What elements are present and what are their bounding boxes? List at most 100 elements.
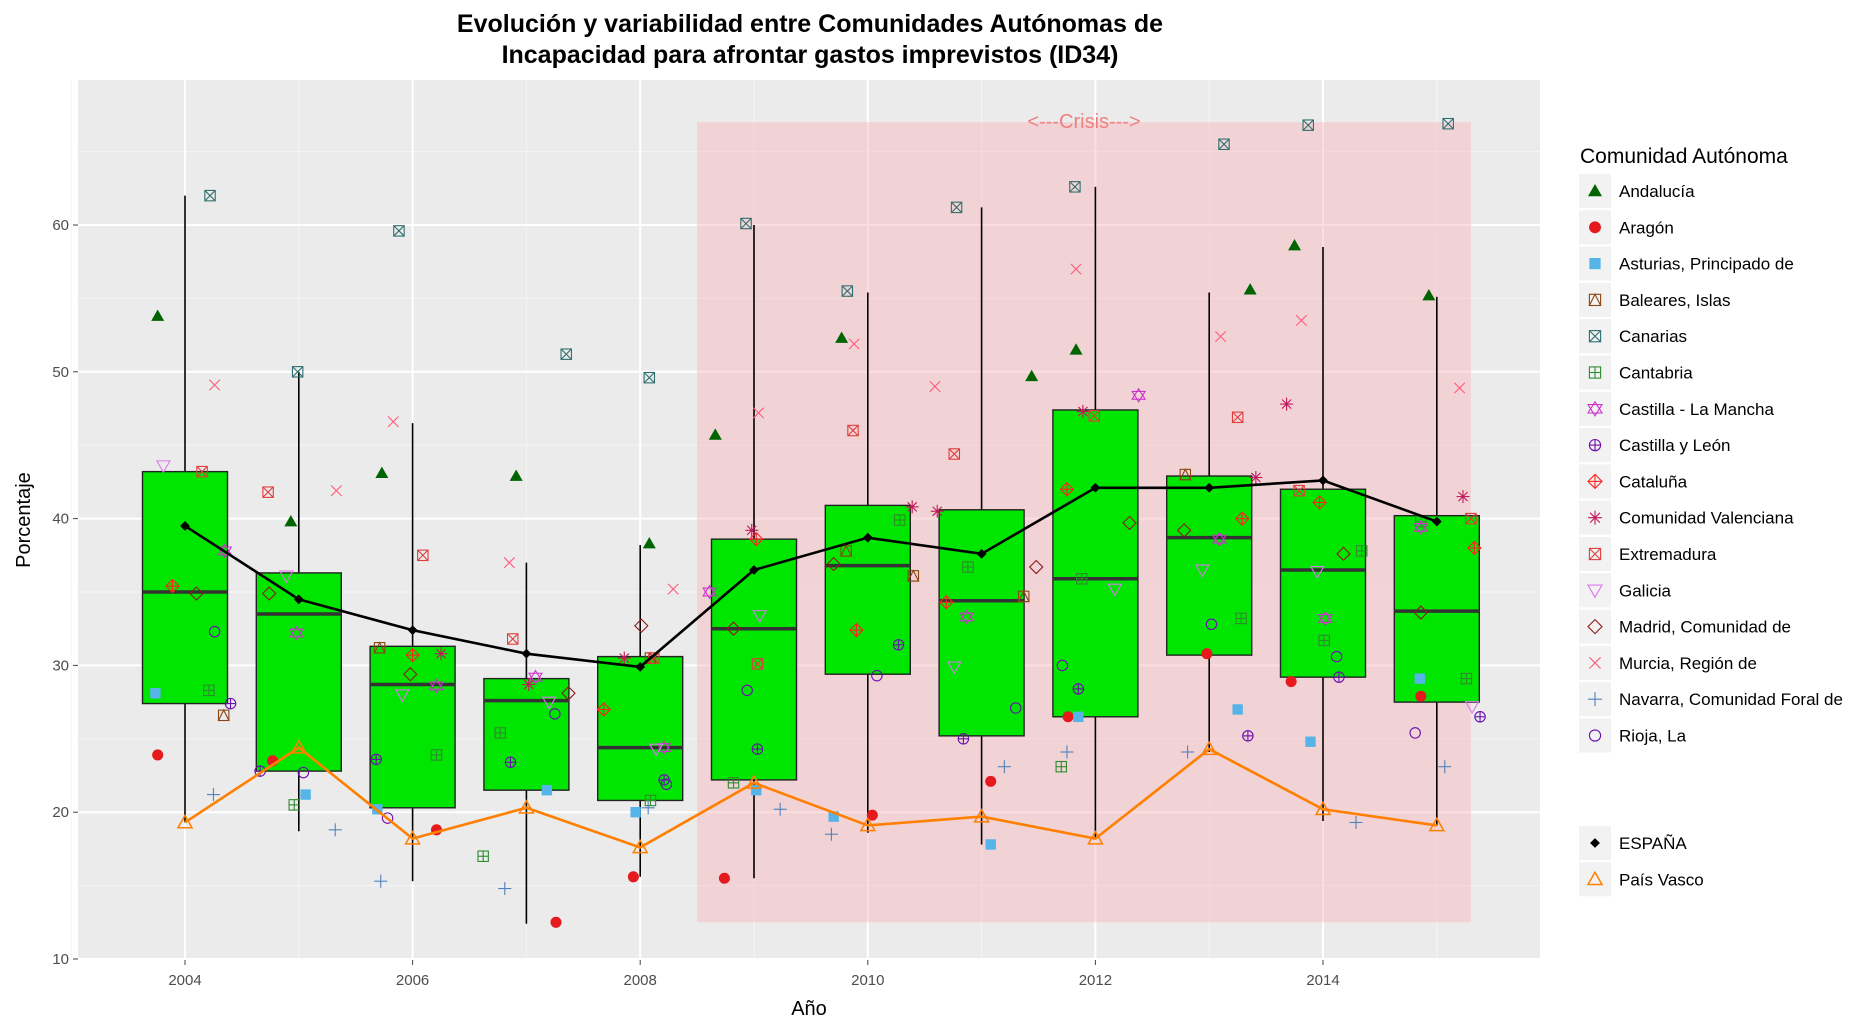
data-point[interactable] — [504, 756, 517, 769]
data-point[interactable] — [494, 727, 506, 739]
data-point[interactable] — [1413, 519, 1429, 535]
data-point[interactable] — [374, 874, 388, 888]
box-2009[interactable] — [710, 538, 798, 781]
data-point[interactable] — [477, 850, 489, 862]
data-point[interactable] — [206, 788, 220, 802]
data-point[interactable] — [288, 799, 300, 811]
legend-item[interactable]: Canarias — [1579, 319, 1687, 354]
data-point[interactable] — [741, 684, 753, 697]
box-2004[interactable] — [141, 470, 229, 705]
data-point[interactable] — [1293, 484, 1305, 497]
box-2006[interactable] — [369, 645, 456, 809]
data-point[interactable] — [328, 823, 342, 837]
data-point[interactable] — [751, 784, 762, 796]
data-point[interactable] — [648, 743, 664, 757]
data-point[interactable] — [848, 338, 860, 350]
data-point[interactable] — [847, 424, 859, 437]
data-point[interactable] — [1073, 711, 1084, 722]
data-point[interactable] — [434, 647, 448, 661]
data-point[interactable] — [1460, 672, 1473, 685]
data-point[interactable] — [997, 760, 1011, 774]
data-point[interactable] — [165, 578, 180, 594]
data-point[interactable] — [892, 639, 905, 651]
data-point[interactable] — [1017, 589, 1030, 603]
data-point[interactable] — [1312, 495, 1327, 510]
data-point[interactable] — [1280, 397, 1294, 411]
data-point[interactable] — [204, 189, 216, 202]
data-point[interactable] — [1333, 671, 1345, 683]
data-point[interactable] — [1309, 566, 1325, 580]
data-point[interactable] — [370, 753, 382, 766]
data-point[interactable] — [634, 618, 649, 634]
data-point[interactable] — [430, 749, 443, 761]
data-point[interactable] — [930, 504, 944, 518]
data-point[interactable] — [871, 669, 883, 682]
data-point[interactable] — [405, 647, 420, 663]
data-point[interactable] — [1456, 490, 1470, 504]
data-point[interactable] — [617, 651, 631, 665]
data-point[interactable] — [840, 544, 853, 557]
data-point[interactable] — [561, 686, 576, 701]
data-point[interactable] — [627, 871, 639, 883]
data-point[interactable] — [727, 777, 740, 789]
data-point[interactable] — [1131, 387, 1147, 403]
data-point[interactable] — [509, 469, 523, 481]
data-point[interactable] — [948, 448, 961, 460]
data-point[interactable] — [1349, 815, 1363, 829]
data-point[interactable] — [152, 749, 164, 761]
data-point[interactable] — [1232, 704, 1243, 715]
data-point[interactable] — [866, 809, 878, 821]
data-point[interactable] — [939, 594, 954, 610]
series-line[interactable] — [184, 479, 1438, 669]
data-point[interactable] — [1062, 711, 1074, 723]
data-point[interactable] — [1176, 523, 1192, 538]
data-point[interactable] — [208, 625, 221, 638]
data-point[interactable] — [1330, 650, 1343, 663]
data-point[interactable] — [1336, 546, 1351, 562]
legend-item[interactable]: Andalucía — [1579, 174, 1695, 208]
legend-item[interactable]: Comunidad Valenciana — [1579, 500, 1794, 535]
data-point[interactable] — [726, 621, 741, 636]
data-point[interactable] — [291, 366, 304, 378]
data-point[interactable] — [330, 485, 342, 497]
data-point[interactable] — [1285, 676, 1297, 688]
data-point[interactable] — [773, 802, 787, 816]
data-point[interactable] — [660, 778, 673, 791]
legend-item[interactable]: Baleares, Islas — [1579, 282, 1731, 317]
data-point[interactable] — [506, 633, 519, 645]
data-point[interactable] — [950, 201, 963, 214]
data-point[interactable] — [393, 225, 405, 237]
data-point[interactable] — [1305, 736, 1316, 747]
data-point[interactable] — [394, 689, 410, 703]
data-point[interactable] — [1242, 730, 1254, 742]
legend-item[interactable]: Castilla - La Mancha — [1579, 391, 1775, 426]
box-2014[interactable] — [1279, 488, 1367, 678]
data-point[interactable] — [644, 794, 657, 807]
data-point[interactable] — [1201, 648, 1213, 660]
data-point[interactable] — [1218, 138, 1230, 151]
data-point[interactable] — [1438, 760, 1452, 774]
box-2012[interactable] — [1052, 409, 1139, 718]
legend-item[interactable]: Castilla y León — [1579, 428, 1731, 463]
data-point[interactable] — [1059, 481, 1075, 497]
data-point[interactable] — [1243, 283, 1257, 295]
data-point[interactable] — [1028, 559, 1044, 575]
data-point[interactable] — [841, 285, 854, 297]
legend-item[interactable]: Galicia — [1579, 573, 1672, 608]
data-point[interactable] — [1464, 701, 1480, 715]
box-2010[interactable] — [824, 504, 911, 675]
data-point[interactable] — [752, 610, 768, 624]
data-point[interactable] — [1070, 263, 1082, 275]
data-point[interactable] — [929, 380, 941, 393]
legend-line-item[interactable]: ESPAÑA — [1579, 826, 1687, 860]
legend-item[interactable]: Madrid, Comunidad de — [1579, 609, 1791, 644]
data-point[interactable] — [373, 641, 386, 654]
box-2011[interactable] — [938, 509, 1025, 737]
data-point[interactable] — [708, 428, 722, 440]
data-point[interactable] — [946, 661, 962, 675]
data-point[interactable] — [745, 523, 759, 537]
data-point[interactable] — [959, 609, 975, 625]
data-point[interactable] — [1422, 288, 1436, 301]
data-point[interactable] — [1181, 745, 1195, 759]
data-point[interactable] — [752, 407, 765, 419]
